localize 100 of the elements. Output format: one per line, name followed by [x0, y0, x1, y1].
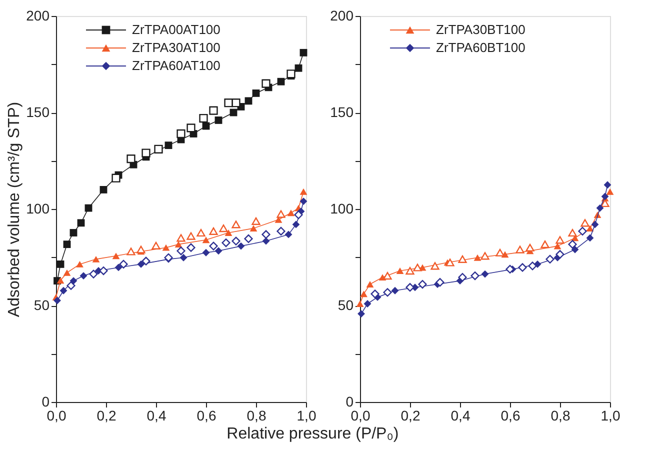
- y-axis-title: Adsorbed volume (cm³/g STP): [6, 102, 24, 318]
- legend-label: ZrTPA00AT100: [132, 22, 220, 37]
- point: [202, 236, 210, 244]
- point: [180, 254, 188, 262]
- point: [396, 268, 404, 274]
- x-tick-label: 0,8: [246, 408, 266, 424]
- point: [262, 79, 270, 88]
- x-tick-label: 0,0: [350, 408, 370, 424]
- point: [474, 254, 482, 261]
- point: [480, 252, 490, 260]
- point: [219, 224, 228, 232]
- point: [70, 229, 78, 236]
- point: [176, 234, 186, 242]
- point: [571, 246, 579, 254]
- point: [209, 227, 218, 236]
- point: [66, 281, 76, 290]
- point: [142, 148, 150, 158]
- point: [199, 114, 208, 123]
- point: [112, 252, 120, 260]
- point: [152, 242, 160, 250]
- y-tick-label: 50: [34, 297, 50, 313]
- point: [76, 260, 84, 268]
- y-tick-label: 200: [330, 8, 354, 24]
- point: [186, 243, 196, 252]
- legend-label: ZrTPA30BT100: [436, 22, 526, 37]
- x-axis-title: Relative pressure (P/P₀): [226, 426, 399, 442]
- point: [142, 256, 150, 266]
- point: [496, 248, 504, 256]
- point: [383, 288, 392, 297]
- point: [568, 228, 577, 237]
- legend-label: ZrTPA60AT100: [132, 58, 220, 73]
- point: [209, 106, 218, 115]
- point: [568, 240, 577, 249]
- point: [176, 129, 186, 138]
- point: [446, 258, 454, 266]
- point: [237, 242, 245, 250]
- point: [556, 236, 564, 244]
- point: [591, 220, 599, 228]
- point: [63, 240, 71, 248]
- point: [136, 246, 146, 254]
- point: [92, 256, 100, 262]
- point: [262, 230, 270, 239]
- x-tick-label: 0,2: [400, 408, 420, 424]
- x-tick-label: 0,8: [550, 408, 570, 424]
- y-tick-label: 150: [330, 104, 354, 120]
- point: [516, 246, 524, 254]
- point: [232, 220, 240, 228]
- point: [244, 234, 253, 244]
- point: [292, 220, 300, 228]
- y-tick-label: 200: [26, 8, 50, 24]
- point: [604, 181, 612, 189]
- point: [137, 260, 145, 268]
- point: [391, 286, 399, 294]
- point: [370, 290, 380, 298]
- point: [63, 269, 71, 276]
- point: [556, 250, 564, 259]
- point: [470, 271, 480, 280]
- point: [546, 254, 554, 264]
- point: [284, 230, 292, 238]
- point: [214, 116, 222, 124]
- point: [209, 242, 218, 250]
- point: [578, 226, 587, 236]
- point: [528, 262, 537, 270]
- point: [126, 154, 136, 164]
- point: [554, 242, 562, 250]
- point: [294, 64, 302, 72]
- y-tick-label: 100: [26, 200, 50, 216]
- point: [114, 264, 122, 272]
- point: [413, 264, 422, 272]
- point: [224, 98, 233, 108]
- point: [287, 210, 295, 216]
- point: [458, 273, 467, 282]
- point: [596, 204, 604, 212]
- point: [300, 188, 308, 195]
- point: [418, 280, 427, 289]
- point: [262, 237, 270, 245]
- point: [294, 210, 303, 220]
- x-tick-label: 1,0: [600, 408, 620, 424]
- point: [56, 260, 64, 268]
- point: [526, 244, 534, 252]
- point: [164, 142, 172, 150]
- point: [277, 78, 285, 86]
- point: [162, 244, 170, 251]
- point: [606, 188, 614, 195]
- point: [196, 228, 206, 237]
- point: [222, 238, 230, 248]
- y-tick-label: 0: [42, 394, 50, 410]
- x-tick-label: 0,6: [196, 408, 216, 424]
- point: [358, 310, 365, 318]
- point: [366, 281, 374, 288]
- point: [232, 236, 240, 246]
- point: [580, 219, 590, 227]
- x-tick-label: 0,0: [46, 408, 66, 424]
- legend-label: ZrTPA30AT100: [132, 40, 220, 55]
- x-tick-label: 1,0: [296, 408, 316, 424]
- x-tick-label: 0,4: [450, 408, 470, 424]
- point: [77, 219, 85, 227]
- x-tick-label: 0,2: [96, 408, 116, 424]
- y-tick-label: 100: [330, 200, 354, 216]
- point: [276, 210, 286, 218]
